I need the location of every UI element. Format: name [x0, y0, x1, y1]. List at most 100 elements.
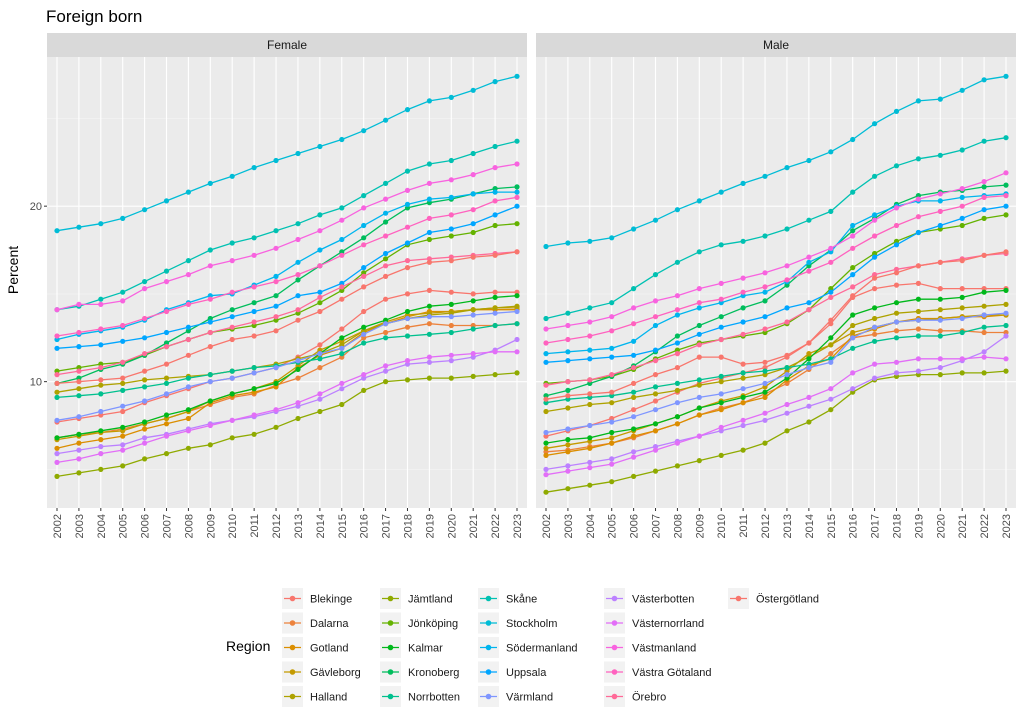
data-point — [893, 319, 900, 325]
data-point — [120, 442, 126, 448]
data-point — [426, 287, 432, 293]
data-point — [828, 208, 834, 214]
data-point — [185, 415, 191, 422]
legend-key-point — [387, 595, 394, 602]
data-point — [784, 365, 790, 371]
series-skåne — [54, 138, 520, 313]
data-point — [1003, 333, 1009, 339]
data-point — [207, 180, 213, 186]
data-point — [981, 138, 987, 144]
legend-item-västernorrland: Västernorrland — [604, 612, 704, 634]
data-point — [784, 428, 790, 434]
data-point — [142, 207, 148, 213]
data-point — [718, 314, 724, 320]
data-point — [1003, 170, 1009, 176]
data-point — [76, 379, 82, 385]
data-point — [404, 333, 411, 339]
data-point — [251, 431, 257, 437]
data-point — [937, 356, 943, 362]
legend-item-värmland: Värmland — [478, 686, 553, 707]
data-point — [806, 365, 812, 371]
data-point — [383, 180, 389, 186]
data-point — [806, 394, 812, 400]
data-point — [850, 322, 856, 329]
data-point — [295, 293, 301, 299]
legend-item-dalarna: Dalarna — [282, 612, 349, 634]
data-point — [426, 359, 432, 365]
data-point — [492, 349, 498, 355]
data-point — [565, 393, 571, 399]
data-point — [893, 205, 900, 211]
data-point — [317, 263, 323, 269]
data-point — [470, 298, 476, 304]
legend-item-kronoberg: Kronoberg — [380, 661, 459, 683]
data-point — [587, 459, 593, 465]
data-point — [609, 479, 615, 485]
data-point — [565, 449, 571, 455]
data-point — [448, 358, 454, 364]
data-point — [98, 444, 104, 450]
data-point — [98, 451, 104, 457]
series-line — [545, 335, 1007, 471]
data-point — [893, 242, 900, 248]
data-point — [696, 286, 702, 292]
data-point — [339, 401, 345, 408]
series-line — [545, 75, 1007, 248]
data-point — [492, 289, 498, 295]
data-point — [762, 314, 768, 320]
series-line — [56, 305, 518, 393]
series-värmland — [54, 308, 520, 423]
data-point — [514, 138, 520, 144]
data-point — [850, 272, 856, 278]
x-tick-label: 2003 — [74, 514, 86, 538]
data-point — [543, 466, 549, 472]
data-point — [98, 296, 104, 302]
data-point — [631, 433, 637, 439]
x-tick-label: 2016 — [359, 514, 371, 538]
x-tick-label: 2004 — [96, 514, 108, 538]
data-point — [448, 233, 454, 239]
data-point — [295, 272, 301, 278]
data-point — [317, 342, 323, 348]
data-point — [872, 275, 878, 281]
data-point — [426, 303, 432, 309]
data-point — [762, 440, 768, 446]
series-line — [545, 303, 1007, 413]
data-point — [762, 368, 768, 374]
series-uppsala — [54, 203, 520, 351]
data-point — [740, 180, 746, 186]
series-line — [56, 196, 518, 337]
data-point — [361, 331, 367, 337]
chart-title: Foreign born — [46, 7, 142, 26]
data-point — [828, 149, 834, 155]
x-tick-label: 2004 — [585, 514, 597, 538]
data-point — [514, 370, 520, 376]
facet-panel-female: Female 2002 2003 2004 2005 2006 2007 2008 2009 20… — [47, 33, 527, 538]
data-point — [828, 286, 834, 292]
data-point — [828, 407, 834, 413]
data-point — [207, 398, 213, 404]
data-point — [959, 286, 965, 292]
data-point — [514, 221, 520, 227]
data-point — [696, 458, 702, 464]
data-point — [631, 226, 637, 232]
data-point — [937, 317, 943, 323]
data-point — [718, 280, 724, 286]
data-point — [609, 354, 615, 360]
data-point — [915, 263, 922, 269]
data-point — [740, 289, 746, 295]
legend-key-point — [289, 644, 296, 651]
x-tick-label: 2010 — [716, 514, 728, 538]
data-point — [163, 329, 170, 336]
data-point — [1003, 193, 1009, 199]
data-point — [273, 228, 279, 234]
data-point — [361, 273, 367, 279]
data-point — [652, 384, 659, 390]
data-point — [784, 226, 790, 232]
data-point — [426, 236, 432, 243]
data-point — [784, 319, 790, 325]
series-line — [56, 310, 518, 421]
data-point — [295, 317, 301, 323]
data-point — [470, 150, 476, 157]
data-point — [229, 375, 235, 381]
